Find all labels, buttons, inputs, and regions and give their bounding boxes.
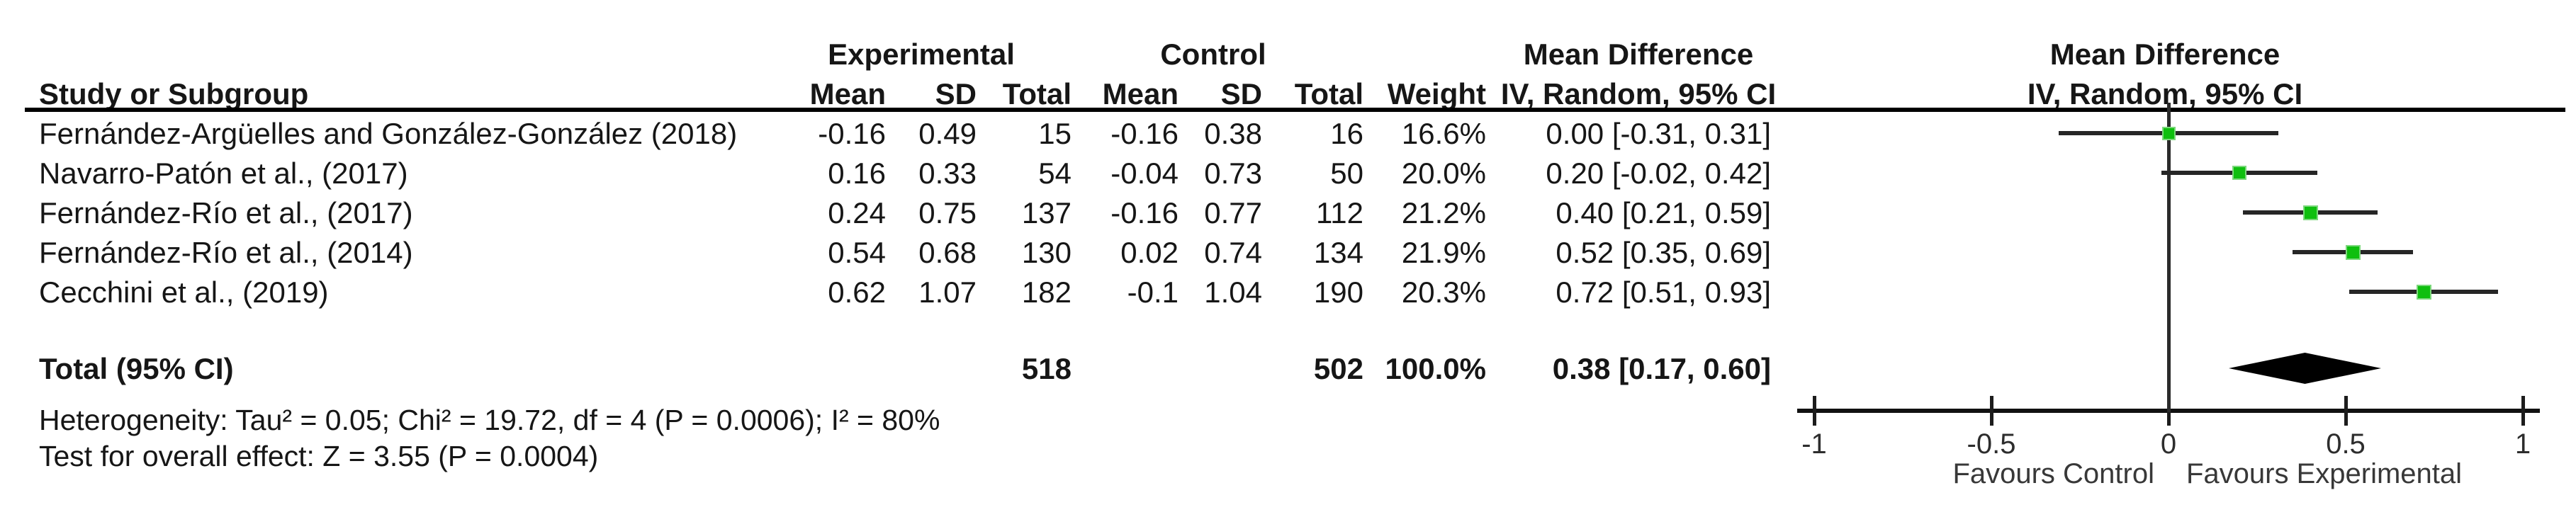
study-name: Cecchini et al., (2019): [39, 275, 329, 309]
weight: 20.0%: [1401, 157, 1486, 190]
ctrl-mean: -0.16: [1110, 117, 1179, 150]
effect-square: [2302, 205, 2318, 220]
ctrl-total: 190: [1313, 275, 1363, 309]
exp-total: 182: [1021, 275, 1072, 309]
total-ctrl-total: 502: [1313, 352, 1363, 385]
study-name: Navarro-Patón et al., (2017): [39, 157, 408, 190]
exp-total: 15: [1038, 117, 1072, 150]
column-header-study: Study or Subgroup: [39, 77, 309, 110]
exp-total: 130: [1021, 236, 1072, 269]
total-ci-text: 0.38 [0.17, 0.60]: [1552, 352, 1771, 385]
exp-sd: 0.49: [918, 117, 977, 150]
axis-tick-label: 0.5: [2326, 428, 2366, 460]
total-exp-total: 518: [1021, 352, 1072, 385]
effect-square: [2416, 284, 2431, 300]
exp-total: 137: [1021, 196, 1072, 229]
ctrl-total: 16: [1330, 117, 1363, 150]
weight: 20.3%: [1401, 275, 1486, 309]
exp-mean: 0.54: [828, 236, 886, 269]
exp-sd: 0.68: [918, 236, 977, 269]
study-name: Fernández-Río et al., (2017): [39, 196, 413, 229]
column-header-ctrl-mean: Mean: [1102, 77, 1179, 110]
exp-mean: 0.62: [828, 275, 886, 309]
ci-text: 0.40 [0.21, 0.59]: [1556, 196, 1771, 229]
column-header-weight: Weight: [1387, 77, 1486, 110]
ctrl-total: 134: [1313, 236, 1363, 269]
study-name: Fernández-Argüelles and González-Gonzále…: [39, 117, 738, 150]
ctrl-sd: 0.38: [1204, 117, 1262, 150]
summary-diamond: [2229, 353, 2381, 384]
exp-sd: 0.75: [918, 196, 977, 229]
axis-tick: [1812, 396, 1816, 426]
exp-sd: 1.07: [918, 275, 977, 309]
column-header-exp-sd: SD: [935, 77, 977, 110]
effect-square: [2161, 126, 2176, 140]
zero-line: [2167, 103, 2171, 412]
column-header-exp-total: Total: [1002, 77, 1072, 110]
effect-square: [2232, 166, 2246, 180]
favours-left-label: Favours Control: [1952, 458, 2154, 489]
weight: 21.2%: [1401, 196, 1486, 229]
ci-text: 0.00 [-0.31, 0.31]: [1546, 117, 1771, 150]
ctrl-mean: 0.02: [1120, 236, 1179, 269]
total-label: Total (95% CI): [39, 352, 234, 385]
heterogeneity-text: Heterogeneity: Tau² = 0.05; Chi² = 19.72…: [39, 404, 940, 436]
mean-difference-plot-header: Mean Difference: [2049, 38, 2280, 71]
ctrl-total: 50: [1330, 157, 1363, 190]
ctrl-sd: 0.73: [1204, 157, 1262, 190]
axis-tick-label: -0.5: [1967, 428, 2016, 460]
exp-mean: 0.16: [828, 157, 886, 190]
overall-effect-text: Test for overall effect: Z = 3.55 (P = 0…: [39, 440, 599, 472]
ci-text: 0.52 [0.35, 0.69]: [1556, 236, 1771, 269]
column-header-exp-mean: Mean: [809, 77, 886, 110]
study-name: Fernández-Río et al., (2014): [39, 236, 413, 269]
ctrl-sd: 0.77: [1204, 196, 1262, 229]
mean-difference-table-header: Mean Difference: [1523, 38, 1754, 71]
axis-tick-label: 0: [2160, 428, 2177, 460]
column-header-method-ci: IV, Random, 95% CI: [1500, 77, 1777, 110]
exp-sd: 0.33: [918, 157, 977, 190]
ci-text: 0.20 [-0.02, 0.42]: [1546, 157, 1771, 190]
effect-square: [2345, 244, 2361, 260]
exp-mean: 0.24: [828, 196, 886, 229]
ctrl-mean: -0.16: [1110, 196, 1179, 229]
axis-tick-label: -1: [1801, 428, 1827, 460]
axis-tick-label: 1: [2514, 428, 2531, 460]
ctrl-sd: 0.74: [1204, 236, 1262, 269]
control-group-header: Control: [1160, 38, 1266, 71]
ctrl-mean: -0.04: [1110, 157, 1179, 190]
favours-right-label: Favours Experimental: [2186, 458, 2463, 489]
axis-tick: [2521, 396, 2525, 426]
experimental-group-header: Experimental: [828, 38, 1015, 71]
ctrl-mean: -0.1: [1127, 275, 1179, 309]
axis-tick: [2344, 396, 2348, 426]
exp-total: 54: [1038, 157, 1072, 190]
total-weight: 100.0%: [1385, 352, 1486, 385]
ctrl-total: 112: [1316, 196, 1363, 229]
column-header-ctrl-sd: SD: [1220, 77, 1262, 110]
plot-header-method-ci: IV, Random, 95% CI: [2027, 77, 2303, 110]
header-underline: [25, 108, 2565, 112]
ci-text: 0.72 [0.51, 0.93]: [1556, 275, 1771, 309]
axis-tick: [1989, 396, 1993, 426]
weight: 16.6%: [1401, 117, 1486, 150]
column-header-ctrl-total: Total: [1294, 77, 1363, 110]
ctrl-sd: 1.04: [1204, 275, 1262, 309]
weight: 21.9%: [1401, 236, 1486, 269]
exp-mean: -0.16: [818, 117, 886, 150]
